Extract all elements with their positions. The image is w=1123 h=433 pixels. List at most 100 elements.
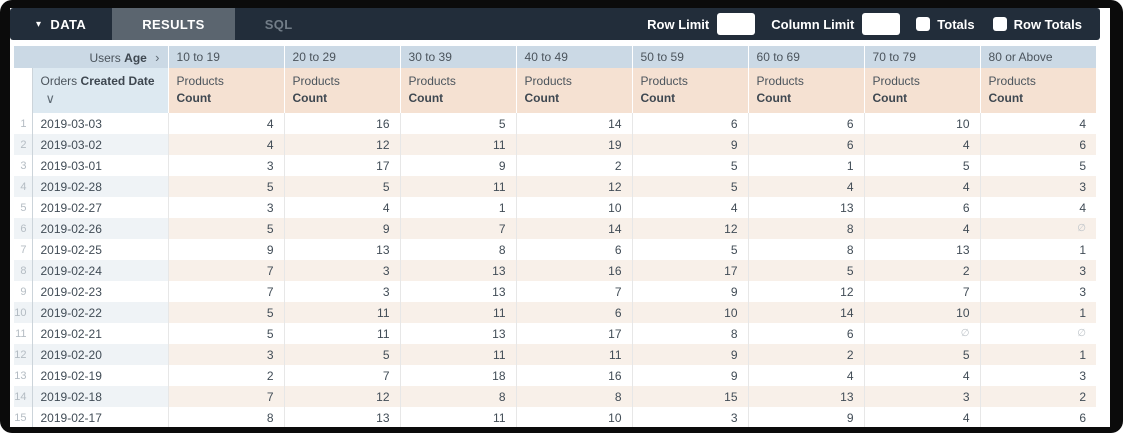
value-cell[interactable]: 6 [979, 407, 1097, 427]
row-limit-input[interactable] [717, 13, 756, 35]
value-cell[interactable]: 8 [167, 407, 285, 427]
value-cell[interactable]: 6 [747, 134, 865, 155]
value-cell[interactable]: 5 [631, 176, 749, 197]
measure-header-products-count[interactable]: Products Count [979, 68, 1097, 113]
value-cell[interactable]: 6 [863, 197, 981, 218]
totals-checkbox[interactable] [916, 17, 931, 31]
value-cell[interactable]: 8 [747, 239, 865, 260]
value-cell[interactable]: 5 [747, 260, 865, 281]
value-cell[interactable]: 13 [283, 407, 401, 427]
value-cell[interactable]: 5 [863, 344, 981, 365]
value-cell[interactable]: 5 [399, 113, 517, 134]
value-cell[interactable]: 2 [979, 386, 1097, 407]
date-cell[interactable]: 2019-02-20 [32, 344, 169, 365]
value-cell[interactable]: 6 [747, 113, 865, 134]
row-totals-checkbox[interactable] [992, 17, 1007, 31]
date-cell[interactable]: 2019-02-18 [32, 386, 169, 407]
value-cell[interactable]: 13 [747, 386, 865, 407]
value-cell[interactable]: 5 [167, 323, 285, 344]
pivot-field-header-users-age[interactable]: Users Age › [14, 46, 169, 68]
value-cell[interactable]: 4 [863, 176, 981, 197]
value-cell[interactable]: 12 [747, 281, 865, 302]
value-cell[interactable]: 9 [747, 407, 865, 427]
value-cell[interactable]: 13 [399, 281, 517, 302]
value-cell[interactable]: 7 [283, 365, 401, 386]
measure-header-products-count[interactable]: Products Count [167, 68, 285, 113]
value-cell[interactable]: 10 [863, 302, 981, 323]
value-cell[interactable]: 6 [515, 302, 633, 323]
value-cell[interactable]: 3 [979, 176, 1097, 197]
value-cell[interactable]: 10 [515, 407, 633, 427]
value-cell[interactable]: 4 [863, 134, 981, 155]
value-cell[interactable]: 7 [399, 218, 517, 239]
value-cell[interactable]: 6 [747, 323, 865, 344]
value-cell[interactable]: 13 [283, 239, 401, 260]
value-cell[interactable]: 12 [515, 176, 633, 197]
value-cell[interactable]: 10 [515, 197, 633, 218]
value-cell[interactable]: 17 [631, 260, 749, 281]
value-cell[interactable]: 3 [167, 155, 285, 176]
measure-header-products-count[interactable]: Products Count [631, 68, 749, 113]
measure-header-products-count[interactable]: Products Count [747, 68, 865, 113]
value-cell[interactable]: 4 [747, 176, 865, 197]
value-cell[interactable]: 5 [167, 302, 285, 323]
value-cell[interactable]: 6 [631, 113, 749, 134]
value-cell[interactable]: 4 [863, 407, 981, 427]
value-cell[interactable]: 1 [747, 155, 865, 176]
value-cell[interactable]: 9 [631, 281, 749, 302]
value-cell[interactable]: 5 [167, 218, 285, 239]
pivot-value-header[interactable]: 10 to 19 [167, 46, 285, 68]
null-value-cell[interactable]: ∅ [863, 323, 981, 344]
tab-data[interactable]: ▾ DATA [10, 8, 112, 40]
value-cell[interactable]: 19 [515, 134, 633, 155]
date-cell[interactable]: 2019-02-28 [32, 176, 169, 197]
value-cell[interactable]: 9 [283, 218, 401, 239]
value-cell[interactable]: 7 [167, 386, 285, 407]
value-cell[interactable]: 9 [167, 239, 285, 260]
measure-header-products-count[interactable]: Products Count [283, 68, 401, 113]
measure-header-products-count[interactable]: Products Count [399, 68, 517, 113]
value-cell[interactable]: 13 [399, 323, 517, 344]
value-cell[interactable]: 13 [399, 260, 517, 281]
value-cell[interactable]: 5 [631, 239, 749, 260]
value-cell[interactable]: 8 [747, 218, 865, 239]
date-cell[interactable]: 2019-02-25 [40, 242, 102, 257]
value-cell[interactable]: 5 [283, 344, 401, 365]
value-cell[interactable]: 11 [399, 302, 517, 323]
null-value-cell[interactable]: ∅ [979, 218, 1097, 239]
row-dimension-header-orders-created-date[interactable]: Orders Created Date ∨ [32, 68, 169, 113]
value-cell[interactable]: 4 [979, 113, 1097, 134]
value-cell[interactable]: 7 [167, 260, 285, 281]
value-cell[interactable]: 3 [167, 197, 285, 218]
value-cell[interactable]: 7 [167, 281, 285, 302]
value-cell[interactable]: 4 [863, 365, 981, 386]
pivot-value-header[interactable]: 30 to 39 [399, 46, 517, 68]
date-cell[interactable]: 2019-03-02 [32, 134, 169, 155]
date-cell[interactable]: 2019-02-26 [32, 218, 169, 239]
value-cell[interactable]: 11 [283, 323, 401, 344]
date-cell[interactable]: 2019-02-22 [32, 302, 169, 323]
value-cell[interactable]: 3 [631, 407, 749, 427]
value-cell[interactable]: 9 [399, 155, 517, 176]
pivot-value-header[interactable]: 50 to 59 [631, 46, 749, 68]
value-cell[interactable]: 11 [283, 302, 401, 323]
value-cell[interactable]: 8 [399, 239, 517, 260]
tab-sql[interactable]: SQL [235, 8, 323, 40]
value-cell[interactable]: 3 [283, 260, 401, 281]
value-cell[interactable]: 6 [515, 239, 633, 260]
value-cell[interactable]: 4 [631, 197, 749, 218]
value-cell[interactable]: 4 [979, 197, 1097, 218]
date-cell[interactable]: 2019-02-23 [40, 284, 102, 299]
value-cell[interactable]: 11 [399, 176, 517, 197]
value-cell[interactable]: 11 [399, 134, 517, 155]
value-cell[interactable]: 2 [747, 344, 865, 365]
value-cell[interactable]: 12 [631, 218, 749, 239]
value-cell[interactable]: 8 [515, 386, 633, 407]
value-cell[interactable]: 2 [515, 155, 633, 176]
value-cell[interactable]: 11 [399, 407, 517, 427]
value-cell[interactable]: 3 [283, 281, 401, 302]
value-cell[interactable]: 2 [167, 365, 285, 386]
column-limit-input[interactable] [862, 13, 901, 35]
value-cell[interactable]: 9 [631, 134, 749, 155]
value-cell[interactable]: 11 [399, 344, 517, 365]
